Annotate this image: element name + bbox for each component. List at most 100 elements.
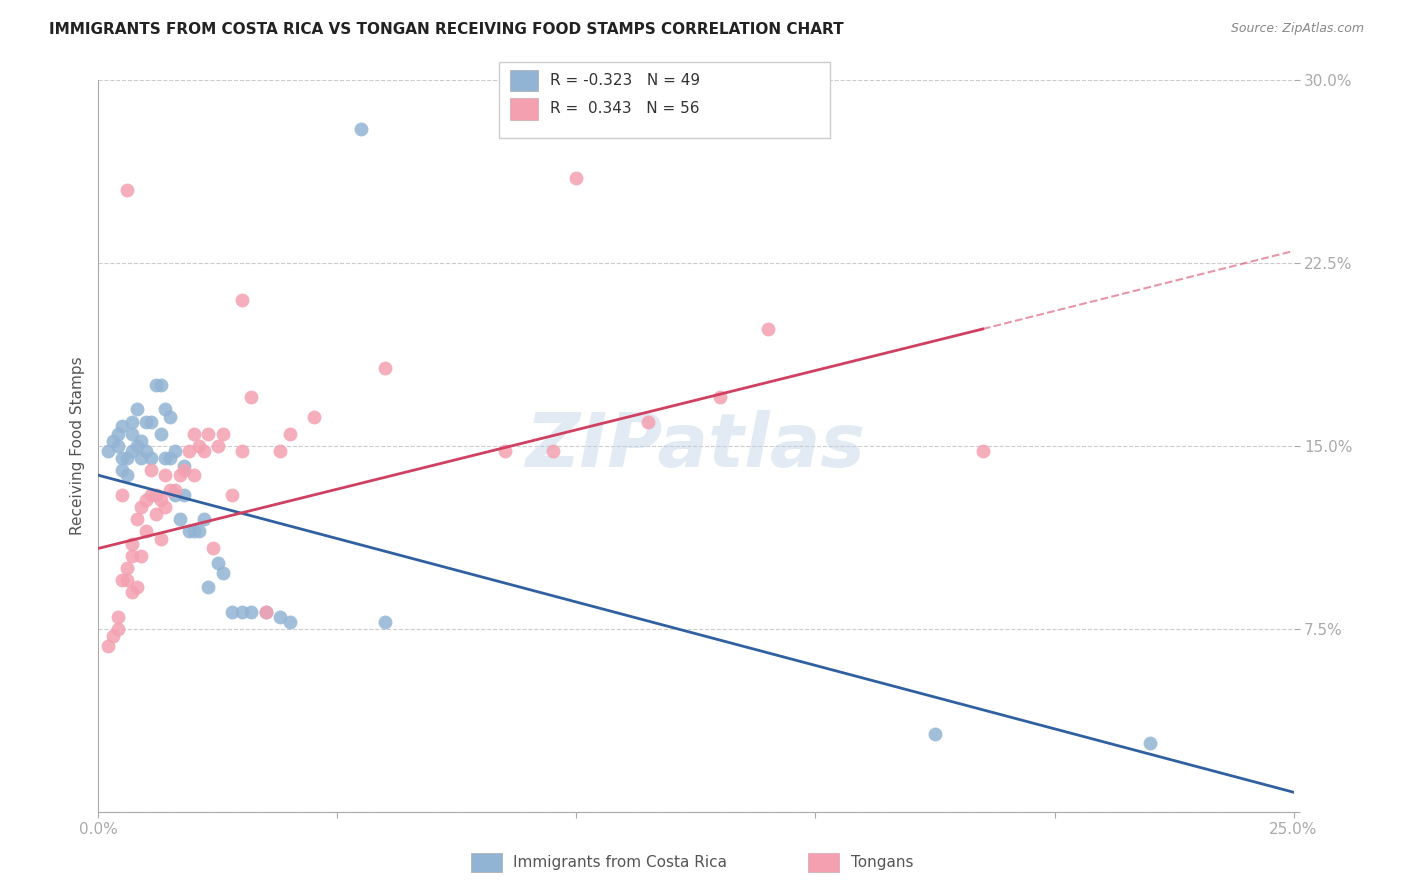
Point [169,512,191,526]
Point [111,463,134,477]
Text: Immigrants from Costa Rica: Immigrants from Costa Rica [513,855,727,870]
Point [97,443,120,458]
Point [139,463,162,477]
Point [135,524,157,539]
Point [207,439,229,453]
Point [231,605,253,619]
Point [637,415,659,429]
Point [131,549,153,563]
Point [187,524,209,539]
Point [111,451,134,466]
Point [139,451,162,466]
Point [149,378,172,392]
Point [565,170,588,185]
Point [163,483,186,497]
Point [278,615,301,629]
Point [163,443,186,458]
Point [155,468,177,483]
Point [231,293,253,307]
Point [179,443,201,458]
Point [111,573,134,587]
Point [183,524,205,539]
Point [115,183,138,197]
Point [350,122,373,136]
Point [197,581,219,595]
Point [159,483,181,497]
Text: Source: ZipAtlas.com: Source: ZipAtlas.com [1230,22,1364,36]
Point [121,426,143,441]
Point [121,415,143,429]
Point [197,426,219,441]
Point [159,451,181,466]
Point [125,439,148,453]
Point [145,508,167,522]
Point [169,468,191,483]
Point [131,434,153,449]
Point [173,488,195,502]
Point [374,361,396,376]
Point [202,541,225,556]
Point [149,532,172,546]
Point [173,458,195,473]
Text: R = -0.323   N = 49: R = -0.323 N = 49 [550,73,700,87]
Point [374,615,396,629]
Point [139,488,162,502]
Point [709,390,731,404]
Point [193,443,215,458]
Text: ZIPatlas: ZIPatlas [526,409,866,483]
Point [145,378,167,392]
Point [131,500,153,514]
Point [207,556,229,570]
Point [756,322,779,336]
Text: R =  0.343   N = 56: R = 0.343 N = 56 [550,102,699,116]
Point [173,463,195,477]
Point [121,443,143,458]
Point [115,468,138,483]
Point [972,443,994,458]
Point [135,415,157,429]
Point [107,439,129,453]
Point [121,536,143,550]
Point [163,488,186,502]
Point [183,426,205,441]
Point [155,500,177,514]
Point [111,488,134,502]
Point [111,419,134,434]
Point [221,488,243,502]
Point [145,488,167,502]
Point [149,426,172,441]
Point [494,443,516,458]
Point [193,512,215,526]
Point [139,415,162,429]
Point [115,561,138,575]
Point [924,727,946,741]
Point [149,492,172,507]
Point [131,451,153,466]
Point [159,409,181,424]
Point [125,402,148,417]
Point [125,581,148,595]
Point [135,443,157,458]
Point [211,426,233,441]
Point [107,622,129,636]
Point [254,605,277,619]
Point [107,609,129,624]
Point [107,426,129,441]
Point [115,573,138,587]
Point [115,451,138,466]
Point [101,629,124,643]
Text: Tongans: Tongans [851,855,912,870]
Y-axis label: Receiving Food Stamps: Receiving Food Stamps [69,357,84,535]
Point [155,451,177,466]
Point [155,402,177,417]
Point [254,605,277,619]
Point [278,426,301,441]
Point [125,512,148,526]
Point [97,639,120,653]
Point [187,439,209,453]
Point [541,443,564,458]
Point [240,605,263,619]
Point [221,605,243,619]
Point [179,524,201,539]
Point [240,390,263,404]
